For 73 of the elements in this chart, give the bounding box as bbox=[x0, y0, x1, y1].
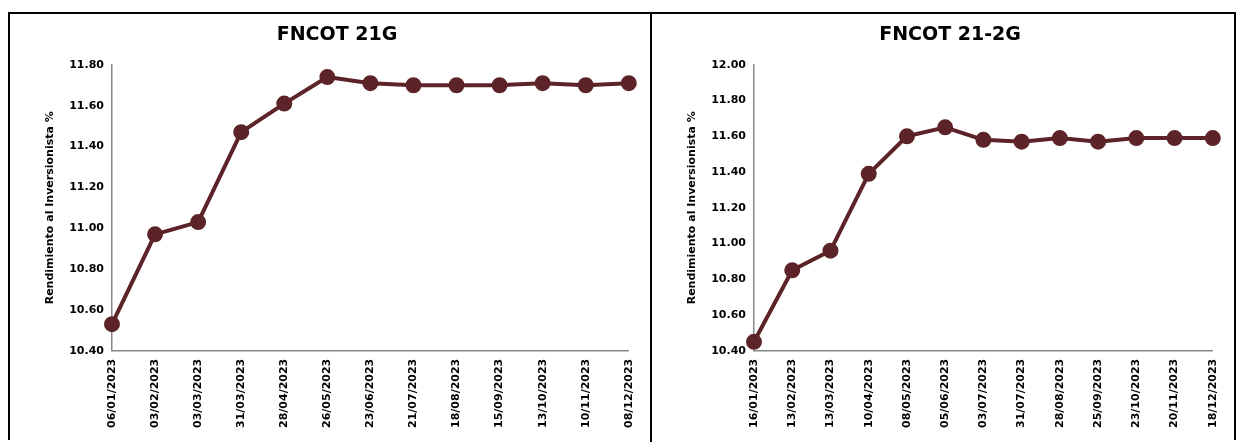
x-tick-label: 23/10/2023 bbox=[1129, 358, 1143, 428]
x-tick-label: 08/05/2023 bbox=[899, 358, 913, 428]
point bbox=[319, 69, 336, 86]
chart-title: FNCOT 21G bbox=[276, 22, 398, 45]
point bbox=[1090, 133, 1107, 150]
point bbox=[937, 119, 954, 136]
y-axis-title: Rendimiento al Inversionista % bbox=[43, 111, 57, 305]
y-tick-label: 10.60 bbox=[711, 307, 747, 321]
x-tick-label: 31/03/2023 bbox=[234, 358, 248, 428]
point bbox=[822, 242, 839, 259]
x-tick-label: 10/11/2023 bbox=[578, 358, 592, 428]
x-tick-label: 18/08/2023 bbox=[449, 358, 463, 428]
x-tick-label: 13/02/2023 bbox=[785, 358, 799, 428]
y-tick-label: 11.80 bbox=[711, 93, 747, 107]
y-tick-label: 12.00 bbox=[711, 57, 747, 71]
x-tick-label: 10/04/2023 bbox=[861, 358, 875, 428]
x-tick-label: 06/01/2023 bbox=[104, 358, 118, 428]
x-tick-label: 03/07/2023 bbox=[976, 358, 990, 428]
x-tick-label: 23/06/2023 bbox=[363, 358, 377, 428]
y-tick-label: 11.40 bbox=[69, 139, 105, 153]
y-tick-label: 11.60 bbox=[69, 98, 105, 112]
x-tick-label: 13/10/2023 bbox=[535, 358, 549, 428]
x-tick-label: 03/02/2023 bbox=[147, 358, 161, 428]
point bbox=[276, 95, 293, 112]
point bbox=[103, 316, 120, 333]
point bbox=[1051, 130, 1068, 147]
point bbox=[898, 128, 915, 145]
x-tick-label: 05/06/2023 bbox=[938, 358, 952, 428]
chart-title: FNCOT 21-2G bbox=[879, 22, 1021, 45]
x-tick-label: 03/03/2023 bbox=[190, 358, 204, 428]
x-tick-label: 08/12/2023 bbox=[621, 358, 635, 428]
x-tick-label: 18/12/2023 bbox=[1205, 358, 1219, 428]
y-tick-label: 11.60 bbox=[711, 129, 747, 143]
y-tick-label: 10.40 bbox=[69, 343, 105, 357]
point bbox=[860, 165, 877, 182]
x-tick-label: 28/08/2023 bbox=[1052, 358, 1066, 428]
y-tick-label: 11.00 bbox=[69, 221, 105, 235]
y-tick-label: 11.20 bbox=[711, 200, 747, 214]
point bbox=[233, 124, 250, 141]
y-tick-label: 11.00 bbox=[711, 236, 747, 250]
y-tick-label: 10.40 bbox=[711, 343, 747, 357]
y-tick-label: 10.80 bbox=[711, 272, 747, 286]
point bbox=[1166, 130, 1183, 147]
point bbox=[745, 333, 762, 350]
point bbox=[147, 226, 164, 243]
point bbox=[405, 77, 422, 94]
x-tick-label: 31/07/2023 bbox=[1014, 358, 1028, 428]
x-tick-label: 28/04/2023 bbox=[277, 358, 291, 428]
x-tick-label: 16/01/2023 bbox=[746, 358, 760, 428]
point bbox=[1013, 133, 1030, 150]
point bbox=[577, 77, 594, 94]
point bbox=[491, 77, 508, 94]
x-tick-label: 20/11/2023 bbox=[1167, 358, 1181, 428]
x-tick-label: 26/05/2023 bbox=[320, 358, 334, 428]
point bbox=[975, 131, 992, 148]
point bbox=[620, 75, 637, 92]
y-tick-label: 11.80 bbox=[69, 57, 105, 71]
point bbox=[784, 262, 801, 279]
point bbox=[448, 77, 465, 94]
point bbox=[534, 75, 551, 92]
x-tick-label: 13/03/2023 bbox=[823, 358, 837, 428]
point bbox=[1204, 130, 1221, 147]
point bbox=[190, 214, 207, 231]
x-tick-label: 21/07/2023 bbox=[406, 358, 420, 428]
point bbox=[1128, 130, 1145, 147]
x-tick-label: 25/09/2023 bbox=[1090, 358, 1104, 428]
y-tick-label: 10.80 bbox=[69, 261, 105, 275]
y-tick-label: 10.60 bbox=[69, 302, 105, 316]
y-axis-title: Rendimiento al Inversionista % bbox=[685, 111, 699, 305]
y-tick-label: 11.20 bbox=[69, 180, 105, 194]
x-tick-label: 15/09/2023 bbox=[492, 358, 506, 428]
y-tick-label: 11.40 bbox=[711, 164, 747, 178]
point bbox=[362, 75, 379, 92]
